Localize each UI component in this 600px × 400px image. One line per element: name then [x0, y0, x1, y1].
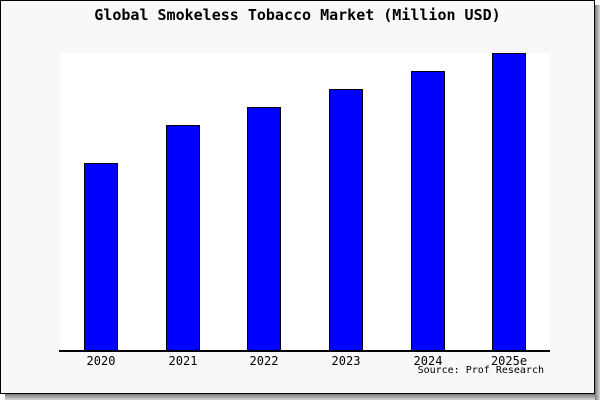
x-tick-label-2020: 2020: [86, 354, 116, 368]
bar-2021: [166, 125, 200, 351]
source-note: Source: Prof Research: [417, 365, 544, 376]
x-tick-label-2023: 2023: [331, 354, 361, 368]
bar-2024: [411, 71, 445, 351]
chart-title: Global Smokeless Tobacco Market (Million…: [94, 6, 501, 24]
x-tick-label-2024: 2024: [413, 354, 443, 368]
bar-2022: [247, 107, 281, 351]
x-tick-label-2025e: 2025e: [490, 354, 528, 368]
x-tick-label-2022: 2022: [249, 354, 279, 368]
x-tick-label-2021: 2021: [168, 354, 198, 368]
bar-2025e: [492, 53, 526, 351]
chart-frame: Global Smokeless Tobacco Market (Million…: [0, 0, 595, 394]
plot-area: [60, 53, 550, 351]
bar-2023: [329, 89, 363, 351]
drop-shadow-right: [595, 5, 600, 400]
drop-shadow-bottom: [5, 394, 595, 400]
bar-2020: [84, 163, 118, 351]
x-axis-line: [59, 350, 550, 352]
